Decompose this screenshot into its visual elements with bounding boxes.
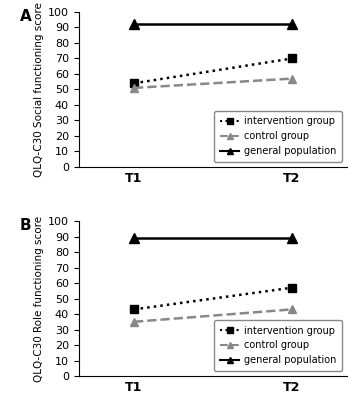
Legend: intervention group, control group, general population: intervention group, control group, gener… xyxy=(214,111,342,162)
Text: A: A xyxy=(20,9,32,24)
Legend: intervention group, control group, general population: intervention group, control group, gener… xyxy=(214,320,342,371)
Y-axis label: QLQ-C30 Social functioning score: QLQ-C30 Social functioning score xyxy=(34,2,44,177)
Text: B: B xyxy=(20,218,31,233)
Y-axis label: QLQ-C30 Role functioning score: QLQ-C30 Role functioning score xyxy=(34,216,44,382)
